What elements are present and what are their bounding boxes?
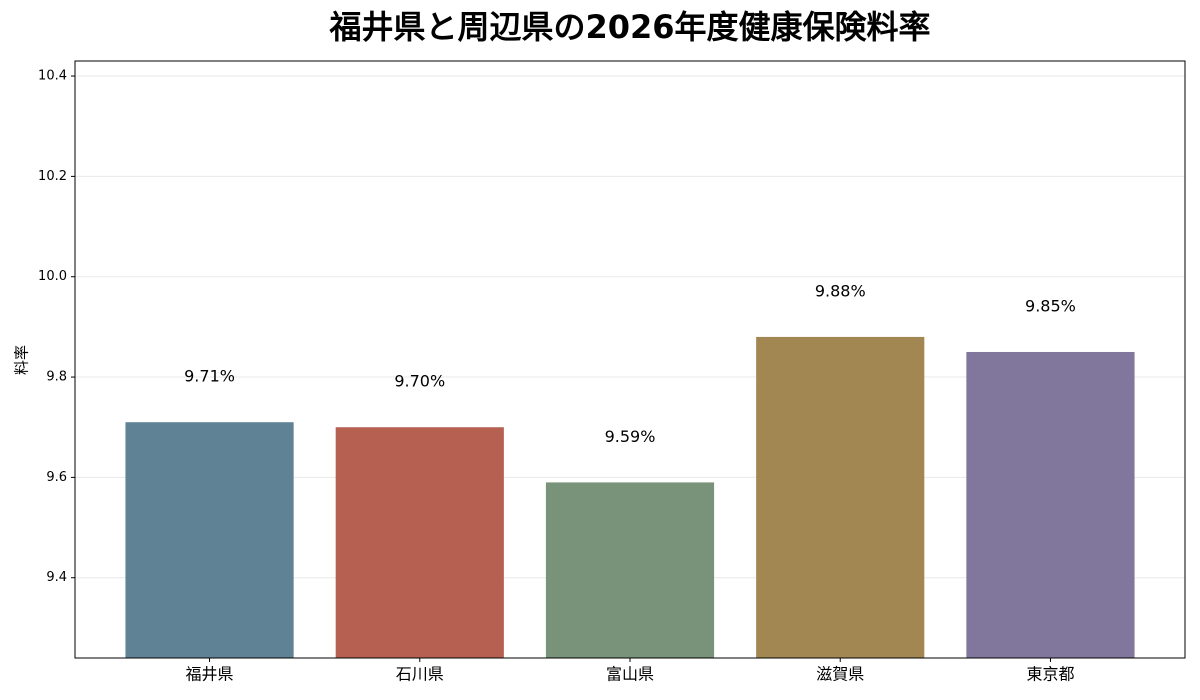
x-tick-label: 富山県 — [606, 665, 654, 684]
chart-title: 福井県と周辺県の2026年度健康保険料率 — [328, 8, 930, 46]
bar — [545, 482, 715, 658]
x-tick-label: 東京都 — [1026, 665, 1074, 684]
x-tick-label: 滋賀県 — [816, 665, 864, 684]
value-label: 9.70% — [394, 372, 445, 391]
value-label: 9.88% — [815, 281, 866, 300]
bar — [966, 351, 1135, 658]
value-label: 9.71% — [184, 367, 235, 386]
plot-frame — [74, 60, 1186, 659]
x-tick-label: 石川県 — [396, 665, 444, 684]
y-tick-label: 9.6 — [46, 470, 67, 485]
bar — [756, 336, 925, 658]
y-tick-label: 10.2 — [38, 169, 67, 184]
value-label: 9.59% — [605, 427, 656, 446]
y-axis-label: 料率 — [13, 345, 31, 375]
y-tick-label: 10.0 — [38, 269, 67, 284]
bar — [335, 427, 504, 658]
x-tick-label: 福井県 — [186, 665, 234, 684]
y-tick-label: 9.4 — [46, 570, 67, 585]
bar — [125, 422, 294, 658]
value-label: 9.85% — [1025, 296, 1076, 315]
y-tick-label: 10.4 — [38, 69, 67, 84]
y-tick-label: 9.8 — [46, 370, 67, 385]
